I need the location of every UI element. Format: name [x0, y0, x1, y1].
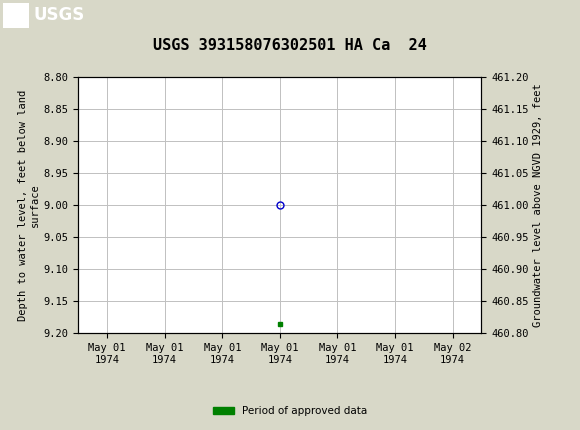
Bar: [3, 3, 29, 28]
Y-axis label: Groundwater level above NGVD 1929, feet: Groundwater level above NGVD 1929, feet: [533, 83, 543, 327]
Legend: Period of approved data: Period of approved data: [209, 402, 371, 421]
Text: USGS: USGS: [34, 6, 85, 25]
Text: ≡: ≡: [1, 6, 19, 25]
Text: USGS 393158076302501 HA Ca  24: USGS 393158076302501 HA Ca 24: [153, 38, 427, 52]
Y-axis label: Depth to water level, feet below land
surface: Depth to water level, feet below land su…: [18, 90, 39, 321]
